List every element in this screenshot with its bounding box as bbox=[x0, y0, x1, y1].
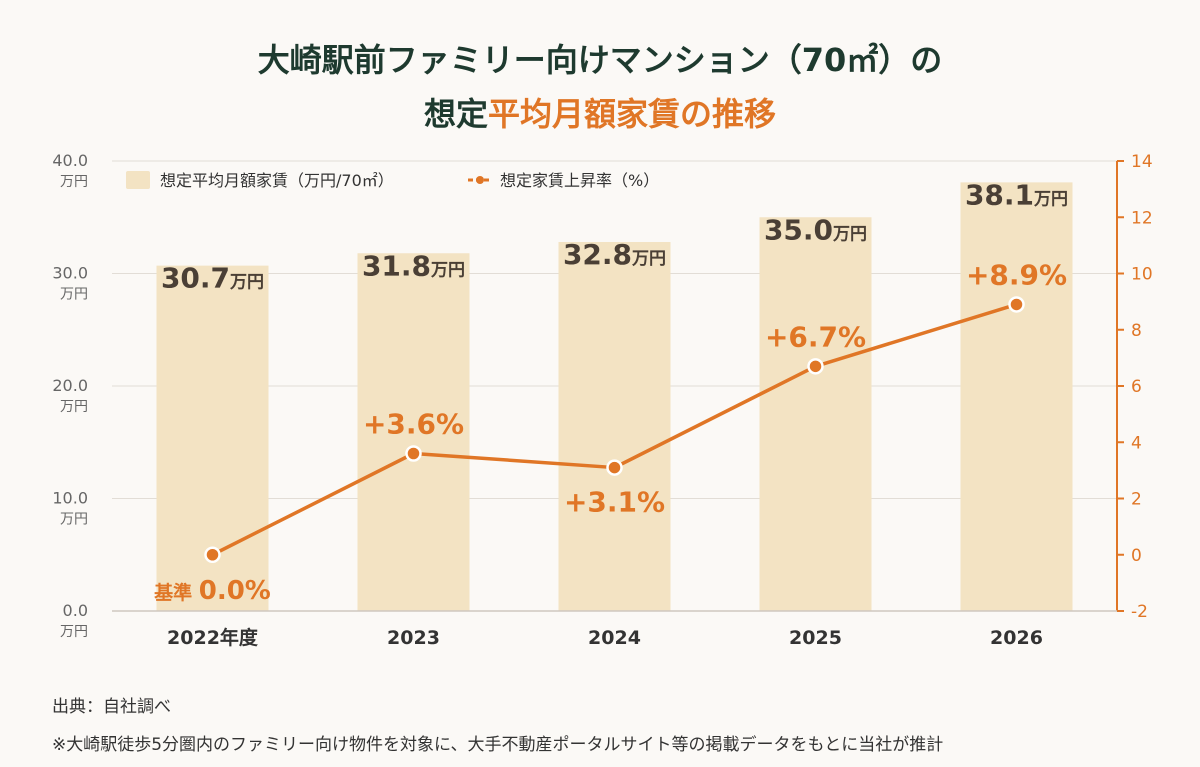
chart-title-plain: 想定 bbox=[423, 95, 488, 133]
bar-value-label: 30.7万円 bbox=[161, 262, 264, 295]
rate-value-label: +6.7% bbox=[765, 320, 866, 353]
x-tick-label: 2026 bbox=[990, 627, 1043, 649]
bar bbox=[558, 242, 671, 611]
chart-title-line2: 想定平均月額家賃の推移 bbox=[0, 94, 1200, 134]
legend-bar-label: 想定平均月額家賃（万円/70㎡） bbox=[160, 171, 394, 190]
y-left-tick-label: 40.0 bbox=[52, 151, 88, 170]
y-right-tick-label: 8 bbox=[1131, 321, 1142, 341]
y-right-tick-label: 12 bbox=[1131, 208, 1153, 228]
bar bbox=[357, 253, 470, 611]
x-tick-label: 2023 bbox=[387, 627, 440, 649]
y-right-tick-label: 14 bbox=[1131, 152, 1153, 172]
bar-value-label: 35.0万円 bbox=[764, 213, 867, 246]
legend-bar-swatch bbox=[126, 171, 150, 189]
bar-value-label: 31.8万円 bbox=[362, 249, 465, 282]
x-tick-label: 2022年度 bbox=[167, 626, 259, 649]
bar bbox=[759, 217, 872, 611]
y-left-tick-label: 30.0 bbox=[52, 264, 88, 283]
rate-value-label: 基準 0.0% bbox=[153, 576, 271, 606]
y-right-tick-label: 4 bbox=[1131, 433, 1142, 453]
y-left-tick-unit: 万円 bbox=[60, 174, 88, 190]
bar-value-label: 38.1万円 bbox=[965, 178, 1068, 211]
y-right-tick-label: 0 bbox=[1131, 546, 1142, 566]
y-right-tick-label: 2 bbox=[1131, 490, 1142, 510]
rate-value-label: +3.6% bbox=[363, 408, 464, 441]
source-note: 出典：自社調べ bbox=[52, 697, 171, 717]
y-left-tick-unit: 万円 bbox=[60, 512, 88, 528]
y-left-tick-unit: 万円 bbox=[60, 399, 88, 415]
rate-point bbox=[405, 445, 422, 462]
methodology-note: ※大崎駅徒歩5分圏内のファミリー向け物件を対象に、大手不動産ポータルサイト等の掲… bbox=[52, 735, 944, 755]
y-left-tick-label: 10.0 bbox=[52, 489, 88, 508]
legend-line-label: 想定家賃上昇率（%） bbox=[500, 171, 659, 190]
rate-point bbox=[807, 358, 824, 375]
y-left-tick-label: 0.0 bbox=[63, 601, 88, 620]
y-left-tick-label: 20.0 bbox=[52, 376, 88, 395]
rate-point bbox=[1008, 296, 1025, 313]
y-right-tick-label: -2 bbox=[1131, 602, 1148, 622]
x-tick-label: 2024 bbox=[588, 627, 641, 649]
chart-title-line1: 大崎駅前ファミリー向けマンション（70㎡）の bbox=[257, 41, 943, 79]
bar bbox=[960, 182, 1073, 611]
rate-point bbox=[204, 546, 221, 563]
rate-value-label: +3.1% bbox=[564, 486, 665, 519]
y-right-tick-label: 6 bbox=[1131, 377, 1142, 397]
x-tick-label: 2025 bbox=[789, 627, 842, 649]
rate-value-label: +8.9% bbox=[966, 258, 1067, 291]
y-left-tick-unit: 万円 bbox=[60, 624, 88, 640]
y-right-tick-label: 10 bbox=[1131, 265, 1153, 285]
chart-title-accent: 平均月額家賃の推移 bbox=[488, 95, 777, 133]
legend-line-marker bbox=[476, 176, 484, 184]
y-left-tick-unit: 万円 bbox=[60, 287, 88, 303]
rate-point bbox=[606, 459, 623, 476]
bar-value-label: 32.8万円 bbox=[563, 238, 666, 271]
